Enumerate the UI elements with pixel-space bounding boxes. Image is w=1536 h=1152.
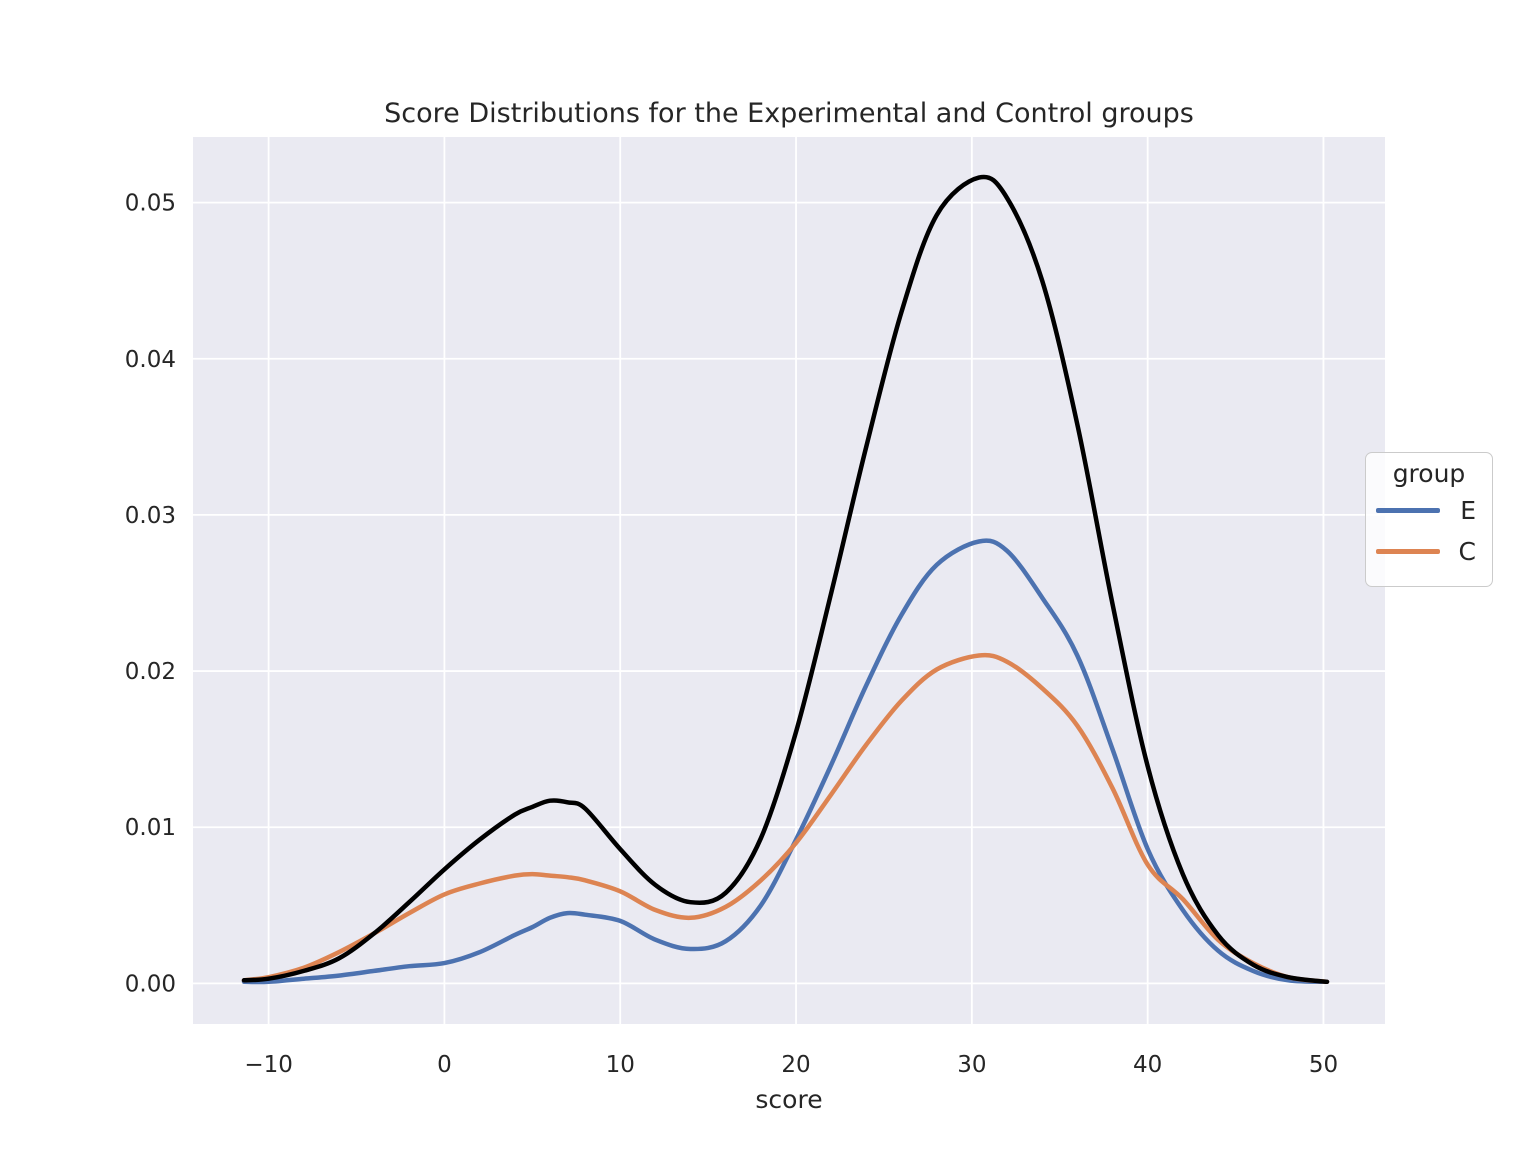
y-tick-0.03: 0.03 — [125, 503, 176, 529]
y-tick-labels: 0.00 0.01 0.02 0.03 0.04 0.05 — [125, 191, 176, 998]
x-tick--10: −10 — [244, 1052, 293, 1078]
x-tick-50: 50 — [1309, 1052, 1338, 1078]
x-tick-20: 20 — [781, 1052, 810, 1078]
x-tick-30: 30 — [957, 1052, 986, 1078]
legend-item-E: E — [1366, 490, 1492, 531]
plot-area — [193, 137, 1385, 1024]
curve-combined — [241, 174, 1330, 985]
chart-title: Score Distributions for the Experimental… — [384, 98, 1194, 129]
y-tick-0.04: 0.04 — [125, 347, 176, 373]
y-tick-0.02: 0.02 — [125, 659, 176, 685]
x-tick-10: 10 — [606, 1052, 635, 1078]
legend-swatch-E — [1376, 508, 1440, 513]
legend-title: group — [1392, 459, 1466, 488]
x-tick-0: 0 — [437, 1052, 452, 1078]
curves — [241, 174, 1330, 985]
y-tick-0.00: 0.00 — [125, 971, 176, 997]
curve-C — [241, 652, 1330, 985]
x-axis-label: score — [755, 1085, 822, 1114]
gridlines — [193, 137, 1385, 1024]
x-tick-40: 40 — [1133, 1052, 1162, 1078]
legend-item-C: C — [1366, 531, 1492, 572]
x-tick-labels: −10 0 10 20 30 40 50 — [244, 1052, 1338, 1078]
y-tick-0.05: 0.05 — [125, 191, 176, 217]
legend-label-C: C — [1458, 537, 1476, 566]
y-tick-0.01: 0.01 — [125, 815, 176, 841]
curve-E — [241, 538, 1330, 985]
legend-label-E: E — [1460, 496, 1476, 525]
legend-swatch-C — [1376, 549, 1440, 554]
